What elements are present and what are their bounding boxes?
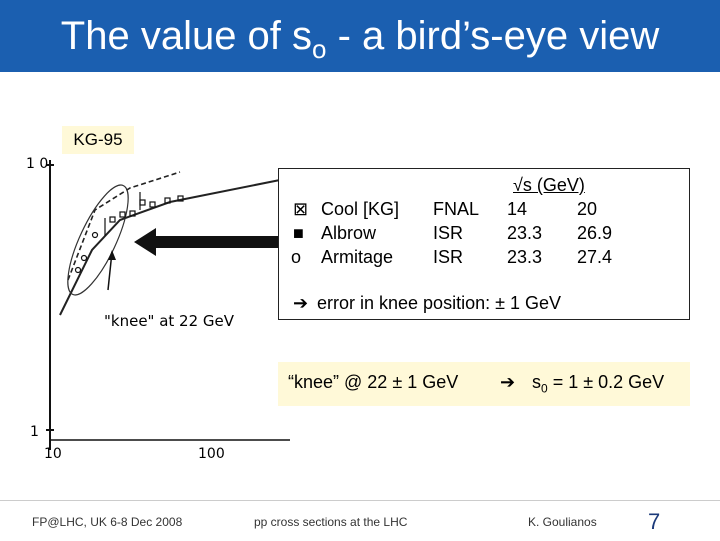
x-tick-right: 100 — [198, 446, 225, 462]
y-tick-bottom: 1 — [30, 424, 39, 440]
s0-subscript: 0 — [541, 381, 548, 396]
footer-topic: pp cross sections at the LHC — [254, 515, 408, 529]
legend-name: Cool [KG] — [321, 199, 400, 219]
arrow-right-icon: ➔ — [500, 372, 516, 392]
legend-energy-2: 26.9 — [577, 223, 613, 243]
legend-lab: FNAL — [433, 199, 480, 219]
error-note: error in knee position: ± 1 GeV — [317, 293, 562, 313]
legend-energy-1: 14 — [507, 199, 528, 219]
legend-energy-2: 27.4 — [577, 247, 613, 267]
s0-symbol: s — [532, 372, 541, 392]
legend-name: Armitage — [321, 247, 394, 267]
scanned-plot: 1 0 1 10 100 "knee" at 22 GeV — [26, 156, 290, 462]
page-number: 7 — [648, 509, 661, 534]
title-bar: The value of so - a bird’s-eye view — [0, 0, 720, 72]
legend-symbol-armitage-icon: o — [291, 247, 302, 267]
knee-result-left: “knee” @ 22 ± 1 GeV — [288, 372, 459, 392]
legend-symbol-albrow-icon: ■ — [293, 223, 304, 243]
arrow-right-icon: ➔ — [293, 293, 309, 313]
y-tick-top: 1 0 — [26, 156, 48, 172]
knee-ellipse — [67, 184, 129, 296]
solid-fit-line — [59, 177, 290, 316]
legend-name: Albrow — [321, 223, 377, 243]
legend-energy-1: 23.3 — [507, 247, 543, 267]
x-tick-left: 10 — [44, 446, 62, 462]
s0-value: = 1 ± 0.2 GeV — [547, 372, 665, 392]
footer: FP@LHC, UK 6-8 Dec 2008 pp cross section… — [0, 500, 720, 541]
kg-95-label: KG-95 — [62, 126, 134, 154]
legend-lab: ISR — [433, 247, 464, 267]
footer-author: K. Goulianos — [528, 515, 597, 529]
title-subscript: o — [312, 34, 327, 64]
knee-caption: "knee" at 22 GeV — [104, 312, 235, 330]
data-points — [74, 192, 184, 274]
legend-symbol-cool-icon: ⊠ — [293, 199, 309, 219]
legend-box: √s (GeV) ⊠ Cool [KG] FNAL 14 20 ■ Albrow… — [278, 168, 690, 320]
legend-header: √s (GeV) — [513, 175, 585, 195]
legend-energy-2: 20 — [577, 199, 598, 219]
legend-lab: ISR — [433, 223, 464, 243]
knee-result-box: “knee” @ 22 ± 1 GeV ➔ s0 = 1 ± 0.2 GeV — [278, 362, 690, 406]
title-text: The value of s — [60, 14, 313, 58]
knee-result-right: s0 = 1 ± 0.2 GeV — [532, 372, 664, 396]
arrow-left-icon — [134, 228, 280, 256]
footer-conference: FP@LHC, UK 6-8 Dec 2008 — [32, 515, 183, 529]
title-text-rest: - a bird’s-eye view — [326, 14, 660, 58]
legend-energy-1: 23.3 — [507, 223, 543, 243]
slide-title: The value of so - a bird’s-eye view — [0, 10, 720, 75]
